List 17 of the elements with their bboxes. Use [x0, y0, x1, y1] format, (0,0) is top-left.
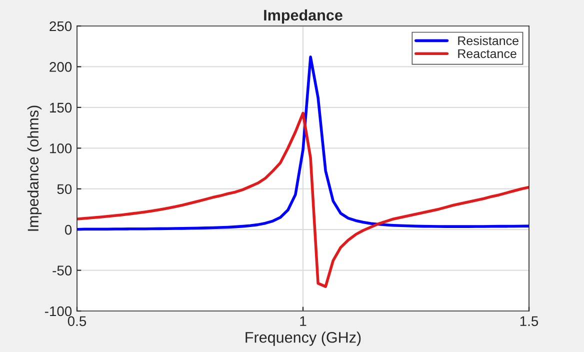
y-tick-label: 0 [64, 224, 72, 235]
x-tick-label: 1.5 [520, 316, 538, 326]
y-tick-label: -50 [52, 266, 72, 276]
y-tick-label: 50 [57, 184, 72, 194]
y-tick-label: 150 [50, 102, 72, 113]
x-tick-label: 1 [300, 316, 306, 326]
y-tick-label: 100 [50, 143, 72, 154]
y-tick-label: -100 [44, 306, 72, 316]
x-axis-title: Frequency (GHz) [246, 332, 361, 346]
x-tick-label: 0.5 [68, 316, 86, 326]
y-axis-title: Impedance (ohms) [27, 106, 42, 231]
y-tick-label: 200 [50, 62, 72, 72]
y-tick-label: 250 [50, 21, 72, 32]
line-series [77, 112, 529, 288]
chart-title: Impedance [264, 9, 342, 24]
legend-label: Resistance [458, 36, 518, 46]
legend-label: Reactance [458, 49, 516, 58]
